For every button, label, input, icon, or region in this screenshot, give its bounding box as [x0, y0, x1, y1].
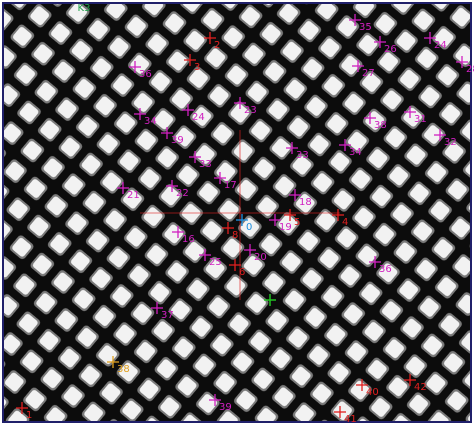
- marker-label: 38: [117, 364, 130, 375]
- marker-label: 39: [171, 135, 184, 146]
- marker-label: 8: [232, 230, 238, 241]
- marker-label: 33: [199, 159, 212, 170]
- marker-label: 26: [384, 44, 397, 55]
- marker-label: 37: [161, 310, 174, 321]
- grid-image: [3, 3, 471, 422]
- marker-label: 19: [279, 222, 292, 233]
- marker-label: 36: [139, 69, 152, 80]
- marker-label: 20: [254, 252, 267, 263]
- marker-label: K3: [78, 3, 91, 14]
- marker-label: 21: [127, 190, 140, 201]
- marker: K3: [78, 3, 91, 14]
- marker-label: 23: [244, 105, 257, 116]
- marker-label: 22: [176, 188, 189, 199]
- marker-label: 25: [209, 257, 222, 268]
- marker-label: 2: [214, 40, 220, 51]
- marker-label: 3: [194, 62, 200, 73]
- marker-label: 34: [144, 116, 157, 127]
- marker-label: 16: [182, 234, 195, 245]
- marker-label: 39: [219, 402, 232, 413]
- marker-label: 31: [414, 114, 427, 125]
- marker-label: 24: [434, 40, 447, 51]
- marker-label: 17: [224, 180, 237, 191]
- marker-label: 41: [344, 414, 357, 425]
- marker-label: 40: [366, 387, 379, 398]
- marker-label: 34: [349, 147, 362, 158]
- marker-label: 24: [192, 112, 205, 123]
- marker-label: 27: [362, 68, 375, 79]
- marker-label: 33: [296, 150, 309, 161]
- marker-label: 4: [342, 217, 348, 228]
- marker-label: 0: [246, 222, 252, 233]
- marker-label: 18: [299, 197, 312, 208]
- marker-label: 36: [379, 264, 392, 275]
- marker-label: 38: [374, 120, 387, 131]
- micrograph-view: K323363526242728233424393831323333341721…: [0, 0, 474, 425]
- marker-label: 5: [294, 217, 300, 228]
- marker-label: 6: [239, 267, 245, 278]
- marker-label: 1: [26, 410, 32, 421]
- marker-label: 35: [359, 22, 372, 33]
- marker-label: 42: [414, 382, 427, 393]
- marker-label: 28: [466, 64, 474, 75]
- marker-label: 32: [444, 137, 457, 148]
